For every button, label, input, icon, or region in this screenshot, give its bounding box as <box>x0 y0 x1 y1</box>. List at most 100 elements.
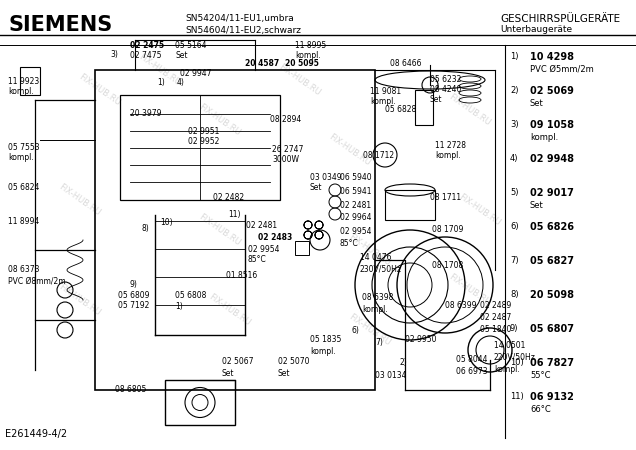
Bar <box>95 70 375 390</box>
Text: 20 5095: 20 5095 <box>285 58 319 68</box>
Text: 2): 2) <box>400 357 408 366</box>
Text: FIX-HUB.RU: FIX-HUB.RU <box>137 52 183 88</box>
Text: 10): 10) <box>160 217 172 226</box>
Text: Set: Set <box>175 51 188 60</box>
Text: PVC Ø8mm/2m: PVC Ø8mm/2m <box>8 276 66 285</box>
Text: 20 3979: 20 3979 <box>130 108 162 117</box>
Text: 02 5070: 02 5070 <box>278 357 310 366</box>
Bar <box>20 67 40 95</box>
Text: 02 5069: 02 5069 <box>530 86 574 96</box>
Text: 02 2481: 02 2481 <box>340 201 371 210</box>
Bar <box>415 90 433 125</box>
Text: 08 6373: 08 6373 <box>8 266 39 274</box>
Text: 02 2489: 02 2489 <box>480 301 511 310</box>
Text: 05 8044: 05 8044 <box>456 356 488 364</box>
Text: 220V/50Hz: 220V/50Hz <box>494 352 536 361</box>
Text: kompl.: kompl. <box>370 98 396 107</box>
Text: 02 2481: 02 2481 <box>246 220 277 230</box>
Text: Set: Set <box>530 99 544 108</box>
Text: FIX-HUB.RU: FIX-HUB.RU <box>207 292 252 328</box>
Text: FIX-HUB.RU: FIX-HUB.RU <box>197 102 242 138</box>
Text: 11 8995: 11 8995 <box>295 41 326 50</box>
Text: 11 9923: 11 9923 <box>8 77 39 86</box>
Text: 9): 9) <box>130 280 138 289</box>
Text: 6): 6) <box>352 325 360 334</box>
Text: kompl.: kompl. <box>310 346 336 356</box>
Text: 02 2475: 02 2475 <box>130 41 164 50</box>
Text: FIX-HUB.RU: FIX-HUB.RU <box>328 132 373 168</box>
Text: 08 4240: 08 4240 <box>430 86 461 94</box>
Text: 1): 1) <box>157 77 165 86</box>
Text: 05 6828: 05 6828 <box>385 105 416 114</box>
Text: PVC Ø5mm/2m: PVC Ø5mm/2m <box>530 65 594 74</box>
Text: 05 6807: 05 6807 <box>530 324 574 334</box>
Text: 4): 4) <box>177 77 185 86</box>
Text: 03 0349: 03 0349 <box>310 174 342 183</box>
Text: 05 6808: 05 6808 <box>175 291 206 300</box>
Text: 8): 8) <box>510 290 518 299</box>
Text: 66°C: 66°C <box>530 405 551 414</box>
Text: 85°C: 85°C <box>248 256 266 265</box>
Text: GESCHIRRSPÜLGERÄTE: GESCHIRRSPÜLGERÄTE <box>500 14 620 24</box>
Text: 3000W: 3000W <box>272 156 299 165</box>
Text: 08 6399: 08 6399 <box>445 301 476 310</box>
Text: 02 9964: 02 9964 <box>340 213 371 222</box>
Text: 08 6466: 08 6466 <box>390 58 422 68</box>
Text: 10): 10) <box>510 358 524 367</box>
Text: FIX-HUB.RU: FIX-HUB.RU <box>457 192 502 228</box>
Text: 08 6398: 08 6398 <box>362 293 394 302</box>
Text: 08 1712: 08 1712 <box>363 150 394 159</box>
Text: kompl.: kompl. <box>8 87 34 96</box>
Text: 20 5098: 20 5098 <box>530 290 574 300</box>
Text: kompl.: kompl. <box>362 305 388 314</box>
Bar <box>295 241 309 255</box>
Text: 1): 1) <box>175 302 183 310</box>
Text: 55°C: 55°C <box>530 371 551 380</box>
Text: 05 6824: 05 6824 <box>8 183 39 192</box>
Text: kompl.: kompl. <box>530 133 558 142</box>
Bar <box>385 190 435 220</box>
Text: Set: Set <box>278 369 291 378</box>
Text: SN54204/11-EU1,umbra: SN54204/11-EU1,umbra <box>185 14 294 23</box>
Text: 9): 9) <box>510 324 518 333</box>
Text: 14 0476: 14 0476 <box>360 253 392 262</box>
Text: 05 7553: 05 7553 <box>8 143 39 152</box>
Text: 02 9947: 02 9947 <box>180 68 212 77</box>
Text: 3): 3) <box>110 50 118 58</box>
Bar <box>165 380 235 425</box>
Text: 05 5164: 05 5164 <box>175 41 207 50</box>
Text: 1): 1) <box>510 52 518 61</box>
Text: kompl.: kompl. <box>295 51 321 60</box>
Text: 08 1709: 08 1709 <box>432 225 464 234</box>
Text: 14 0501: 14 0501 <box>494 341 525 350</box>
Text: kompl.: kompl. <box>435 150 460 159</box>
Text: 05 6809: 05 6809 <box>118 291 149 300</box>
Text: 06 9132: 06 9132 <box>530 392 574 402</box>
Text: 26 2747: 26 2747 <box>272 145 303 154</box>
Text: 08 6805: 08 6805 <box>115 386 146 395</box>
Text: 08 1711: 08 1711 <box>430 194 461 202</box>
Text: FIX-HUB.RU: FIX-HUB.RU <box>57 182 102 218</box>
Text: 11): 11) <box>228 210 240 219</box>
Text: 7): 7) <box>375 338 383 346</box>
Text: 08 1708: 08 1708 <box>432 261 463 270</box>
Text: FIX-HUB.RU: FIX-HUB.RU <box>197 212 242 248</box>
Text: 05 6826: 05 6826 <box>530 222 574 232</box>
Text: 05 6827: 05 6827 <box>530 256 574 266</box>
Text: 02 9017: 02 9017 <box>530 188 574 198</box>
Text: FIX-HUB.RU: FIX-HUB.RU <box>78 72 123 108</box>
Text: 09 1058: 09 1058 <box>530 120 574 130</box>
Text: 7): 7) <box>510 256 518 265</box>
Text: 3): 3) <box>510 120 518 129</box>
Text: 02 9954: 02 9954 <box>340 228 371 237</box>
Text: 02 9951: 02 9951 <box>188 127 219 136</box>
Text: 02 2483: 02 2483 <box>258 233 293 242</box>
Text: 05 6232: 05 6232 <box>430 76 461 85</box>
Text: 02 9954: 02 9954 <box>248 246 279 255</box>
Text: 02 9952: 02 9952 <box>188 138 219 147</box>
Text: 5): 5) <box>510 188 518 197</box>
Text: 11): 11) <box>510 392 524 401</box>
Text: SIEMENS: SIEMENS <box>8 15 112 35</box>
Text: 02 9950: 02 9950 <box>405 336 436 345</box>
Bar <box>120 95 280 200</box>
